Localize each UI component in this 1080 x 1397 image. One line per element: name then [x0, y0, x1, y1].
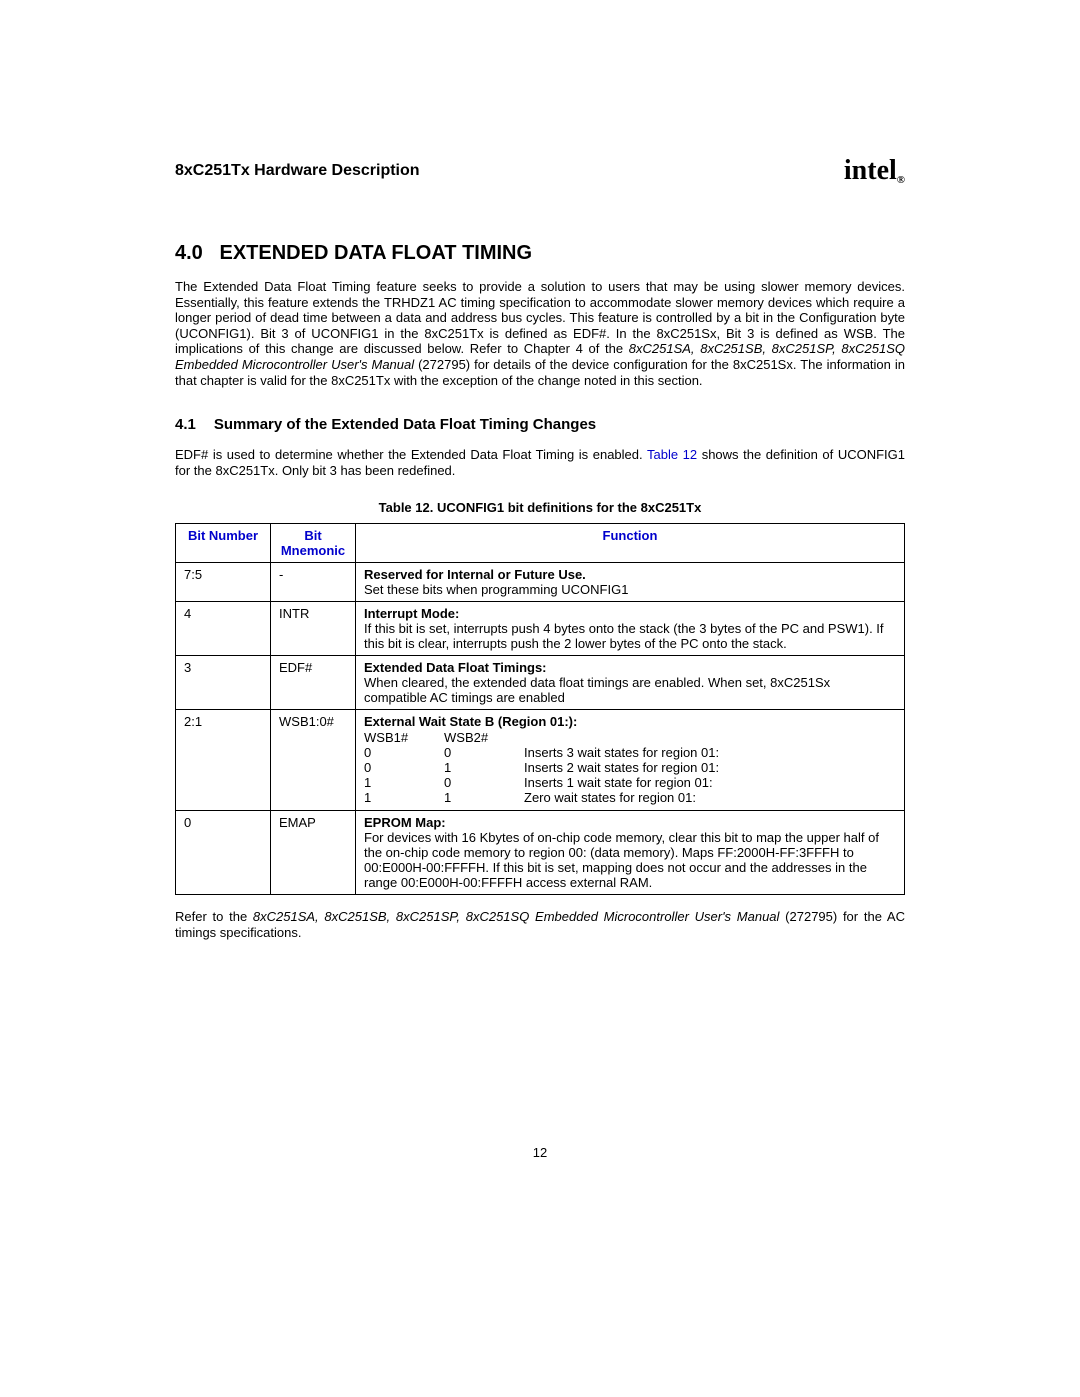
subsection-number: 4.1	[175, 416, 196, 433]
table-link[interactable]: Table 12	[647, 447, 697, 462]
cell-function: External Wait State B (Region 01:): WSB1…	[356, 710, 905, 811]
document-page: 8xC251Tx Hardware Description intel® 4.0…	[0, 0, 1080, 940]
table-row: 3 EDF# Extended Data Float Timings: When…	[176, 656, 905, 710]
cell-bitnum: 0	[176, 811, 271, 895]
cell-mnem: EMAP	[271, 811, 356, 895]
fn-title: Interrupt Mode:	[364, 606, 896, 621]
fn-body: If this bit is set, interrupts push 4 by…	[364, 621, 896, 651]
section-heading: 4.0 EXTENDED DATA FLOAT TIMING	[175, 242, 905, 265]
section-number: 4.0	[175, 242, 203, 264]
cell-bitnum: 7:5	[176, 563, 271, 602]
cell-bitnum: 3	[176, 656, 271, 710]
cell-mnem: WSB1:0#	[271, 710, 356, 811]
logo-text: intel	[844, 155, 897, 186]
table-caption: Table 12. UCONFIG1 bit definitions for t…	[175, 500, 905, 515]
cell-bitnum: 2:1	[176, 710, 271, 811]
wait-cell: 0	[364, 761, 444, 776]
fn-title: EPROM Map:	[364, 815, 896, 830]
footer-paragraph: Refer to the 8xC251SA, 8xC251SB, 8xC251S…	[175, 909, 905, 940]
logo-registered: ®	[897, 174, 905, 186]
header-bit-number: Bit Number	[176, 524, 271, 563]
wait-cell: 1	[444, 791, 524, 806]
page-number: 12	[0, 1145, 1080, 1160]
table-header-row: Bit Number Bit Mnemonic Function	[176, 524, 905, 563]
wait-cell: 1	[364, 776, 444, 791]
subsection-title: Summary of the Extended Data Float Timin…	[214, 416, 596, 433]
wait-h1: WSB1#	[364, 731, 444, 746]
wait-cell: Inserts 2 wait states for region 01:	[524, 761, 896, 776]
fn-title: External Wait State B (Region 01:):	[364, 714, 896, 729]
intel-logo: intel®	[844, 155, 905, 187]
wait-h2: WSB2#	[444, 731, 524, 746]
fn-body: When cleared, the extended data float ti…	[364, 675, 896, 705]
table-row: 2:1 WSB1:0# External Wait State B (Regio…	[176, 710, 905, 811]
wait-cell: 0	[364, 746, 444, 761]
fn-title: Reserved for Internal or Future Use.	[364, 567, 896, 582]
table-row: 4 INTR Interrupt Mode: If this bit is se…	[176, 602, 905, 656]
section-title: EXTENDED DATA FLOAT TIMING	[219, 242, 532, 264]
page-header: 8xC251Tx Hardware Description intel®	[175, 155, 905, 187]
cell-function: Extended Data Float Timings: When cleare…	[356, 656, 905, 710]
wait-blank	[524, 731, 896, 746]
uconfig1-table: Bit Number Bit Mnemonic Function 7:5 - R…	[175, 523, 905, 895]
wait-cell: 0	[444, 776, 524, 791]
fn-body: Set these bits when programming UCONFIG1	[364, 582, 896, 597]
cell-mnem: EDF#	[271, 656, 356, 710]
wait-cell: Zero wait states for region 01:	[524, 791, 896, 806]
cell-function: Interrupt Mode: If this bit is set, inte…	[356, 602, 905, 656]
fn-title: Extended Data Float Timings:	[364, 660, 896, 675]
subsection-paragraph: EDF# is used to determine whether the Ex…	[175, 447, 905, 478]
cell-mnem: -	[271, 563, 356, 602]
wait-cell: Inserts 1 wait state for region 01:	[524, 776, 896, 791]
para-pre: EDF# is used to determine whether the Ex…	[175, 447, 647, 462]
wait-state-grid: WSB1# WSB2# 0 0 Inserts 3 wait states fo…	[364, 731, 896, 806]
wait-cell: Inserts 3 wait states for region 01:	[524, 746, 896, 761]
fn-body: For devices with 16 Kbytes of on-chip co…	[364, 830, 896, 890]
document-title: 8xC251Tx Hardware Description	[175, 162, 420, 180]
cell-function: EPROM Map: For devices with 16 Kbytes of…	[356, 811, 905, 895]
section-body: The Extended Data Float Timing feature s…	[175, 279, 905, 388]
table-row: 7:5 - Reserved for Internal or Future Us…	[176, 563, 905, 602]
wait-cell: 1	[444, 761, 524, 776]
table-row: 0 EMAP EPROM Map: For devices with 16 Kb…	[176, 811, 905, 895]
header-bit-mnemonic: Bit Mnemonic	[271, 524, 356, 563]
wait-cell: 0	[444, 746, 524, 761]
cell-function: Reserved for Internal or Future Use. Set…	[356, 563, 905, 602]
subsection-heading: 4.1 Summary of the Extended Data Float T…	[175, 416, 905, 433]
cell-mnem: INTR	[271, 602, 356, 656]
header-function: Function	[356, 524, 905, 563]
cell-bitnum: 4	[176, 602, 271, 656]
wait-cell: 1	[364, 791, 444, 806]
